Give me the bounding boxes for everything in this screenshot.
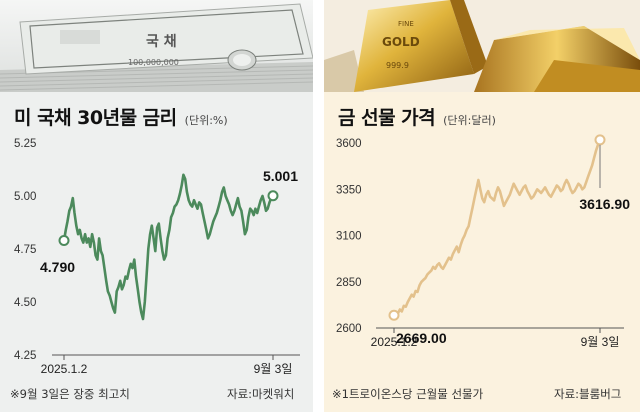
y-tick-label: 2850 — [336, 277, 362, 289]
y-tick-label: 2600 — [336, 323, 362, 335]
gold-bar-photo: FINE GOLD 999.9 — [324, 0, 640, 92]
end-point-marker — [267, 190, 279, 202]
bond-certificate-photo: 국 채 100,000,000 — [0, 0, 313, 92]
bond-word: 국 채 — [146, 34, 177, 50]
y-tick-label: 3350 — [336, 184, 362, 196]
gold-futures-chart: 3600 3350 3100 2850 2600 2025.1.2 9월 3일 2669.00… — [336, 134, 630, 349]
end-point-marker — [594, 134, 606, 146]
left-title-row: 미 국채 30년물 금리 (단위:%) — [14, 103, 228, 130]
series-line — [62, 173, 275, 321]
left-chart-title: 미 국채 30년물 금리 — [14, 107, 177, 129]
y-tick-label: 3100 — [336, 231, 362, 243]
y-tick-label: 5.25 — [14, 138, 36, 150]
start-value-label: 2669.00 — [396, 330, 447, 346]
y-tick-label: 4.25 — [14, 350, 36, 362]
x-tick-label: 9월 3일 — [254, 362, 293, 376]
svg-text:GOLD: GOLD — [382, 35, 420, 49]
end-value-label: 5.001 — [263, 168, 298, 184]
y-tick-label: 4.50 — [14, 297, 36, 309]
end-value-label: 3616.90 — [579, 196, 630, 212]
x-tick-label: 2025.1.2 — [371, 335, 418, 349]
bond-yield-panel: 국 채 100,000,000 미 국채 30년물 금리 (단위:%) 5.25… — [0, 0, 313, 412]
left-chart-unit: (단위:%) — [184, 114, 228, 127]
left-footnote: ※9월 3일은 장중 최고치 — [10, 387, 130, 401]
gold-futures-panel: FINE GOLD 999.9 금 선물 가격 (단위:달러) 3600 3350… — [324, 0, 640, 412]
svg-text:999.9: 999.9 — [386, 61, 409, 70]
series-line — [392, 139, 602, 321]
left-source: 자료:마켓워치 — [227, 387, 295, 401]
y-tick-label: 4.75 — [14, 244, 36, 256]
right-source: 자료:블룸버그 — [554, 387, 622, 401]
y-tick-label: 5.00 — [14, 191, 36, 203]
y-tick-label: 3600 — [336, 138, 362, 150]
bond-number: 100,000,000 — [128, 58, 179, 67]
right-chart-unit: (단위:달러) — [443, 114, 496, 127]
start-point-marker — [58, 235, 70, 247]
x-tick-label: 9월 3일 — [581, 335, 620, 349]
x-tick-label: 2025.1.2 — [41, 362, 88, 376]
svg-text:국 채: 국 채 — [146, 34, 177, 50]
right-footnote: ※1트로이온스당 근월물 선물가 — [332, 387, 484, 401]
start-value-label: 4.790 — [40, 259, 75, 275]
start-point-marker — [388, 309, 400, 321]
svg-text:FINE: FINE — [398, 20, 414, 28]
bond-yield-chart: 5.25 5.00 4.75 4.50 4.25 2025.1.2 9월 3일 4.790 5.… — [14, 138, 300, 376]
right-chart-title: 금 선물 가격 — [338, 107, 436, 129]
right-title-row: 금 선물 가격 (단위:달러) — [338, 103, 496, 130]
gold-bar-text: FINE GOLD 999.9 — [382, 20, 420, 70]
